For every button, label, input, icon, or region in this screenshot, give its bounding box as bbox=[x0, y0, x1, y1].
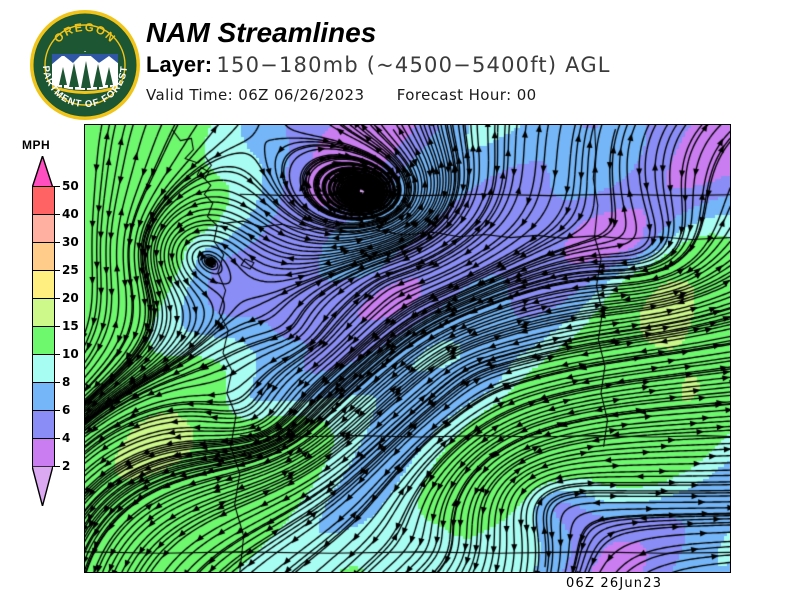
legend-tick bbox=[53, 270, 60, 271]
legend-band bbox=[32, 214, 55, 242]
legend-tick-label: 8 bbox=[62, 375, 71, 389]
legend-tick bbox=[53, 410, 60, 411]
legend-arrow-top bbox=[32, 156, 53, 188]
layer-value: 150−180mb (~4500−5400ft) AGL bbox=[216, 53, 611, 77]
legend-tick-label: 6 bbox=[62, 403, 71, 417]
legend-tick bbox=[53, 354, 60, 355]
legend-tick bbox=[53, 326, 60, 327]
legend-tick-label: 2 bbox=[62, 459, 71, 473]
page-title: NAM Streamlines bbox=[146, 17, 377, 48]
map-timestamp-stamp: 06Z 26Jun23 bbox=[566, 576, 663, 591]
legend-tick-label: 40 bbox=[62, 207, 79, 221]
legend-band bbox=[32, 326, 55, 354]
legend-tick-label: 15 bbox=[62, 319, 79, 333]
legend-tick bbox=[53, 186, 60, 187]
legend-arrow-bottom bbox=[32, 466, 53, 506]
map-canvas[interactable] bbox=[85, 125, 730, 572]
legend-tick bbox=[53, 438, 60, 439]
legend-bar: 50 40 30 25 20 15 10 8 6 4 2 bbox=[32, 156, 79, 506]
valid-time-value: 06Z 06/26/2023 bbox=[238, 86, 365, 104]
forecast-hour-value: 00 bbox=[516, 86, 537, 104]
legend-tick bbox=[53, 214, 60, 215]
legend-band bbox=[32, 270, 55, 298]
layer-line: Layer: 150−180mb (~4500−5400ft) AGL bbox=[146, 52, 611, 81]
streamline-map[interactable] bbox=[84, 124, 731, 573]
legend-colorbar: MPH 50 40 30 25 20 15 10 8 6 4 2 bbox=[12, 138, 79, 506]
legend-divider bbox=[32, 438, 53, 439]
legend-divider bbox=[32, 298, 53, 299]
legend-tick-label: 4 bbox=[62, 431, 71, 445]
legend-tick bbox=[53, 298, 60, 299]
legend-divider bbox=[32, 214, 53, 215]
title-block: NAM Streamlines Layer: 150−180mb (~4500−… bbox=[146, 17, 611, 105]
legend-band bbox=[32, 298, 55, 326]
legend-band bbox=[32, 410, 55, 438]
legend-band bbox=[32, 354, 55, 382]
legend-divider bbox=[32, 382, 53, 383]
legend-band bbox=[32, 242, 55, 270]
legend-tick-label: 20 bbox=[62, 291, 79, 305]
oregon-dept-forestry-logo-icon: OREGON DEPARTMENT OF FORESTRY bbox=[29, 9, 140, 120]
header: OREGON DEPARTMENT OF FORESTRY NAM Stream… bbox=[0, 0, 800, 120]
legend-band bbox=[32, 186, 55, 215]
legend-divider bbox=[32, 186, 53, 187]
legend-tick-label: 30 bbox=[62, 235, 79, 249]
legend-tick-label: 10 bbox=[62, 347, 79, 361]
legend-tick-label: 50 bbox=[62, 179, 79, 193]
time-line: Valid Time: 06Z 06/26/2023 Forecast Hour… bbox=[146, 86, 611, 104]
legend-tick bbox=[53, 382, 60, 383]
forecast-hour-label: Forecast Hour: bbox=[396, 86, 512, 104]
legend-tick bbox=[53, 242, 60, 243]
legend-divider bbox=[32, 326, 53, 327]
valid-time-label: Valid Time: bbox=[146, 86, 234, 104]
legend-band bbox=[32, 382, 55, 410]
legend-band bbox=[32, 438, 55, 466]
legend-divider bbox=[32, 270, 53, 271]
legend-divider bbox=[32, 354, 53, 355]
legend-divider bbox=[32, 242, 53, 243]
layer-label: Layer: bbox=[146, 52, 213, 77]
legend-tick-label: 25 bbox=[62, 263, 79, 277]
legend-units-label: MPH bbox=[22, 138, 51, 152]
legend-tick bbox=[53, 466, 60, 467]
legend-divider bbox=[32, 410, 53, 411]
